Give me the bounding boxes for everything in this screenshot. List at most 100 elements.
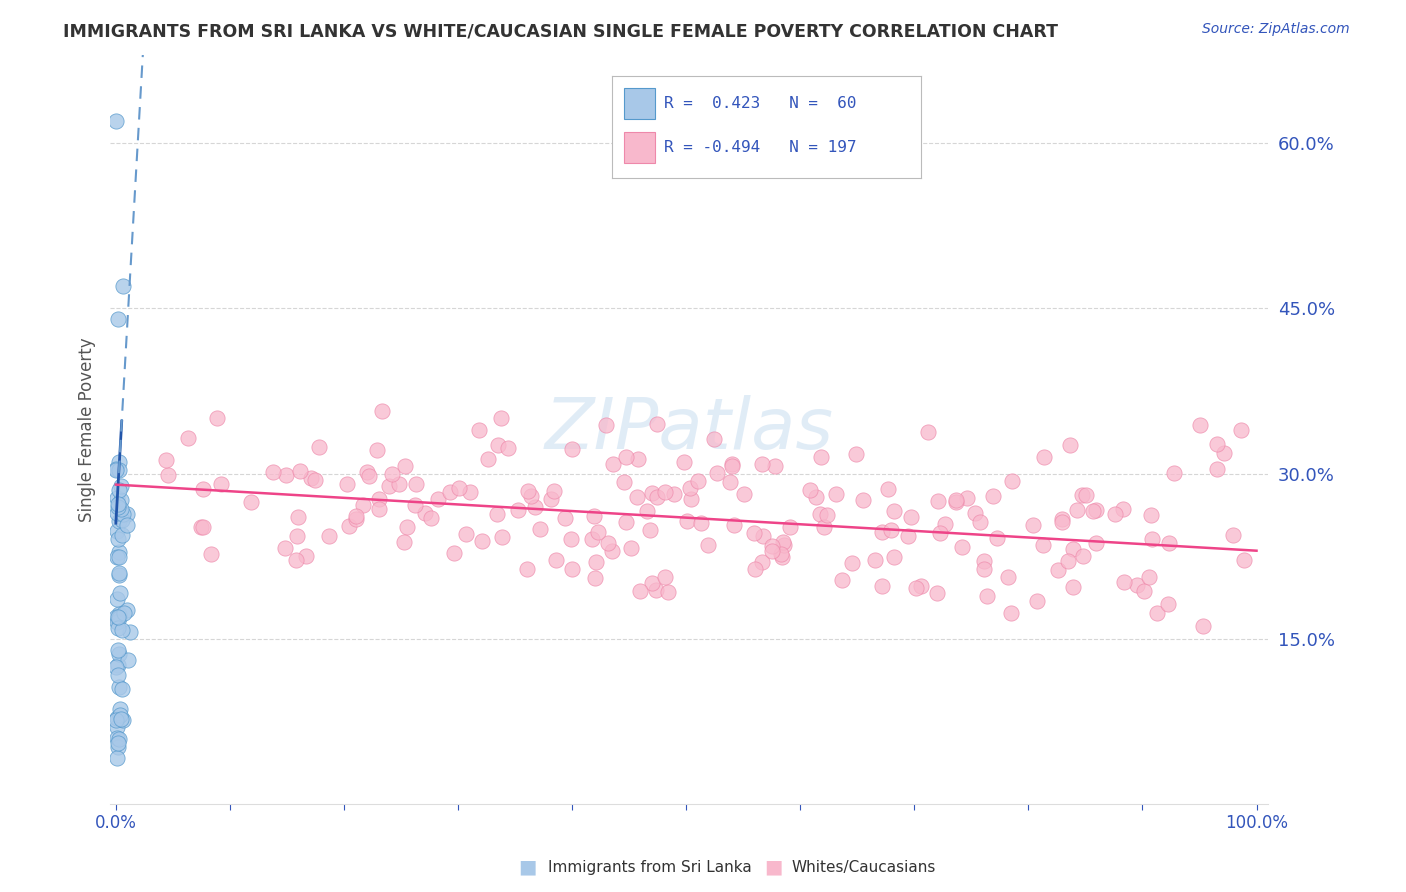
Point <box>690 516 713 530</box>
Point <box>1132 583 1154 598</box>
Point <box>105 491 128 506</box>
Point <box>841 556 863 570</box>
Point <box>720 459 742 474</box>
Point <box>1189 417 1212 432</box>
Point <box>1140 508 1163 522</box>
Point <box>880 523 903 537</box>
Text: Whites/Caucasians: Whites/Caucasians <box>792 860 936 874</box>
Point <box>581 532 603 546</box>
Point <box>458 484 481 499</box>
Point <box>489 410 512 425</box>
Point <box>751 555 773 569</box>
Point <box>105 714 128 728</box>
Point <box>810 450 832 465</box>
Point <box>337 519 360 533</box>
Point <box>799 483 821 498</box>
Point <box>111 528 134 542</box>
Point <box>405 477 427 491</box>
Point <box>108 707 131 722</box>
Bar <box>624 88 655 119</box>
Point <box>676 514 699 528</box>
Point <box>108 702 131 716</box>
Point <box>905 582 928 596</box>
Point <box>718 475 741 489</box>
Point <box>1137 570 1160 584</box>
Point <box>415 507 437 521</box>
Point <box>344 512 367 526</box>
Point <box>111 508 134 522</box>
Point <box>344 508 367 523</box>
Text: IMMIGRANTS FROM SRI LANKA VS WHITE/CAUCASIAN SINGLE FEMALE POVERTY CORRELATION C: IMMIGRANTS FROM SRI LANKA VS WHITE/CAUCA… <box>63 22 1059 40</box>
Point <box>118 625 141 640</box>
Point <box>107 568 129 582</box>
Point <box>485 507 508 521</box>
Point <box>1032 450 1054 464</box>
Point <box>934 517 956 532</box>
Point <box>108 607 131 622</box>
Text: Immigrants from Sri Lanka: Immigrants from Sri Lanka <box>548 860 752 874</box>
Point <box>111 279 134 293</box>
Point <box>467 424 489 438</box>
Point <box>111 513 134 527</box>
Point <box>1146 606 1168 620</box>
Point <box>925 585 948 599</box>
Point <box>105 610 128 624</box>
Point <box>449 481 471 495</box>
Point <box>1022 517 1045 532</box>
Point <box>105 660 128 674</box>
Point <box>387 477 409 491</box>
Point <box>1000 606 1022 620</box>
Point <box>209 477 232 491</box>
Point <box>703 433 725 447</box>
Point <box>496 441 519 455</box>
Y-axis label: Single Female Poverty: Single Female Poverty <box>79 337 96 522</box>
Point <box>308 440 330 454</box>
Point <box>318 528 340 542</box>
Point <box>157 467 180 482</box>
Point <box>287 510 309 524</box>
Point <box>561 442 583 457</box>
Point <box>1074 488 1097 502</box>
Point <box>108 514 131 528</box>
Point <box>872 524 894 539</box>
Point <box>1157 597 1180 611</box>
Point <box>763 458 786 473</box>
Point <box>1050 516 1073 530</box>
Point <box>585 555 607 569</box>
Point <box>544 553 567 567</box>
Point <box>654 570 676 584</box>
Text: ■: ■ <box>517 857 537 877</box>
Point <box>105 591 128 606</box>
Point <box>456 526 478 541</box>
Point <box>976 590 998 604</box>
Point <box>107 643 129 657</box>
Point <box>471 534 494 549</box>
Point <box>105 711 128 725</box>
Point <box>554 511 576 525</box>
Point <box>107 657 129 672</box>
Point <box>773 538 796 552</box>
Point <box>524 500 547 514</box>
Point <box>529 522 551 536</box>
Point <box>969 515 991 529</box>
Point <box>751 457 773 471</box>
Point <box>105 461 128 475</box>
Point <box>686 474 709 488</box>
Point <box>381 467 404 482</box>
Point <box>516 562 538 576</box>
Point <box>770 549 793 564</box>
Point <box>645 491 668 505</box>
Point <box>870 579 893 593</box>
Point <box>366 443 388 458</box>
Point <box>367 501 389 516</box>
Point <box>115 603 138 617</box>
Point <box>115 518 138 533</box>
Text: R = -0.494   N = 197: R = -0.494 N = 197 <box>664 140 856 155</box>
Point <box>808 508 831 522</box>
Point <box>117 653 139 667</box>
Point <box>1140 533 1163 547</box>
Point <box>1114 574 1136 589</box>
Point <box>1062 542 1084 557</box>
Point <box>368 492 391 507</box>
Point <box>284 553 307 567</box>
